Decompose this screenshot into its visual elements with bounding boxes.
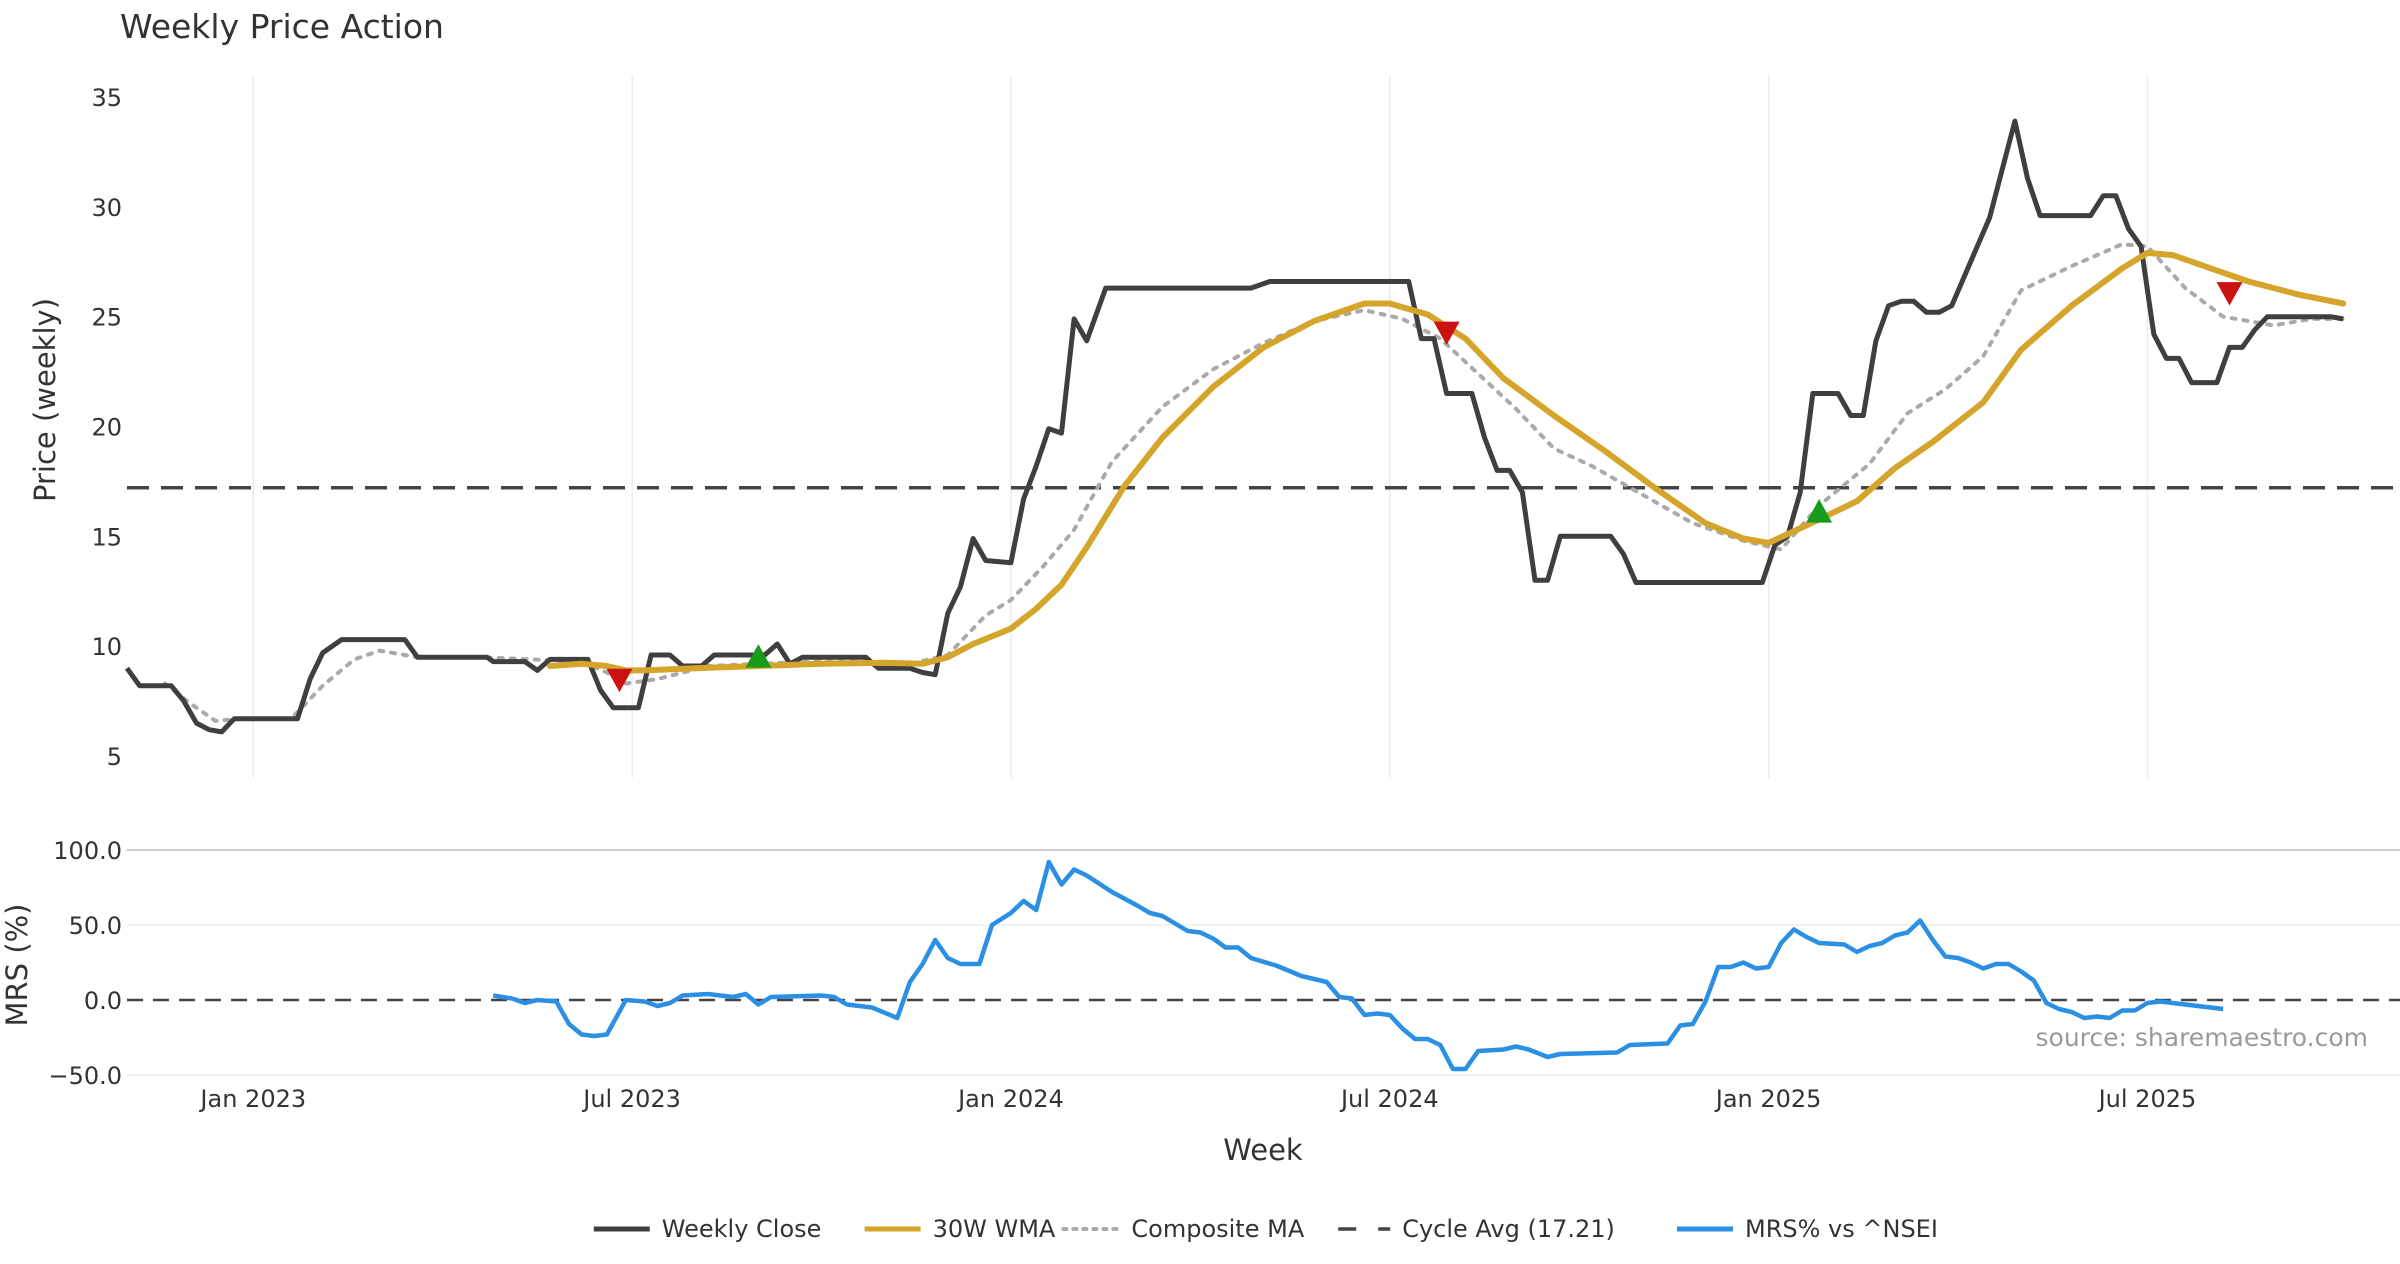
price-y-tick-label: 10 — [91, 633, 122, 661]
mrs-y-tick-label: 50.0 — [69, 912, 122, 940]
series-mrs — [492, 859, 2224, 1072]
source-note: source: sharemaestro.com — [2036, 1023, 2369, 1052]
x-tick-label: Jul 2025 — [2097, 1085, 2197, 1113]
x-tick-label: Jan 2023 — [198, 1085, 306, 1113]
mrs-y-tick-label: −50.0 — [48, 1062, 122, 1090]
legend-label: MRS% vs ^NSEI — [1745, 1215, 1938, 1243]
buy-signal-marker — [1806, 499, 1833, 523]
chart-title: Weekly Price Action — [120, 7, 444, 46]
price-y-tick-label: 20 — [91, 414, 122, 442]
legend-item: Cycle Avg (17.21) — [1338, 1215, 1615, 1243]
sell-signal-marker — [2216, 282, 2243, 306]
sell-signal-marker — [606, 668, 633, 693]
price-y-tick-label: 35 — [91, 84, 122, 112]
legend-label: Cycle Avg (17.21) — [1402, 1215, 1615, 1243]
x-tick-label: Jul 2023 — [581, 1085, 681, 1113]
buy-signal-marker — [745, 644, 772, 668]
legend-item: Composite MA — [1061, 1215, 1305, 1243]
mrs-y-tick-label: 100.0 — [53, 837, 122, 865]
series-30w-wma — [547, 249, 2347, 674]
x-tick-label: Jan 2024 — [956, 1085, 1064, 1113]
legend: Weekly Close 30W WMA Composite MA Cycle Avg… — [593, 1215, 1938, 1243]
x-tick-label: Jul 2024 — [1339, 1085, 1439, 1113]
x-tick-label: Jan 2025 — [1714, 1085, 1822, 1113]
sell-signal-marker — [1433, 321, 1460, 346]
legend-item: 30W WMA — [864, 1215, 1056, 1243]
axes-text: Jan 2023 Jul 2023 Jan 2024 Jul 2024 Jan 2025… — [48, 84, 2196, 1113]
price-y-axis-label: Price (weekly) — [28, 298, 62, 502]
legend-item: Weekly Close — [593, 1215, 822, 1243]
price-y-tick-label: 5 — [107, 743, 122, 771]
price-grid — [252, 75, 2149, 778]
legend-item: MRS% vs ^NSEI — [1677, 1215, 1938, 1243]
mrs-grid — [127, 849, 2400, 1076]
mrs-y-tick-label: 0.0 — [84, 987, 122, 1015]
legend-label: Composite MA — [1131, 1215, 1304, 1243]
mrs-lines — [492, 859, 2224, 1072]
mrs-y-axis-label: MRS (%) — [0, 904, 34, 1027]
price-y-tick-label: 25 — [91, 304, 122, 332]
price-y-tick-label: 15 — [91, 523, 122, 551]
legend-label: Weekly Close — [662, 1215, 822, 1243]
signal-markers — [606, 282, 2243, 693]
x-axis-label: Week — [1223, 1133, 1303, 1167]
price-lines — [124, 118, 2400, 735]
price-y-tick-label: 30 — [91, 194, 122, 222]
legend-label: 30W WMA — [933, 1215, 1056, 1243]
series-weekly-close — [124, 118, 2344, 735]
series-composite-ma — [162, 242, 2346, 723]
